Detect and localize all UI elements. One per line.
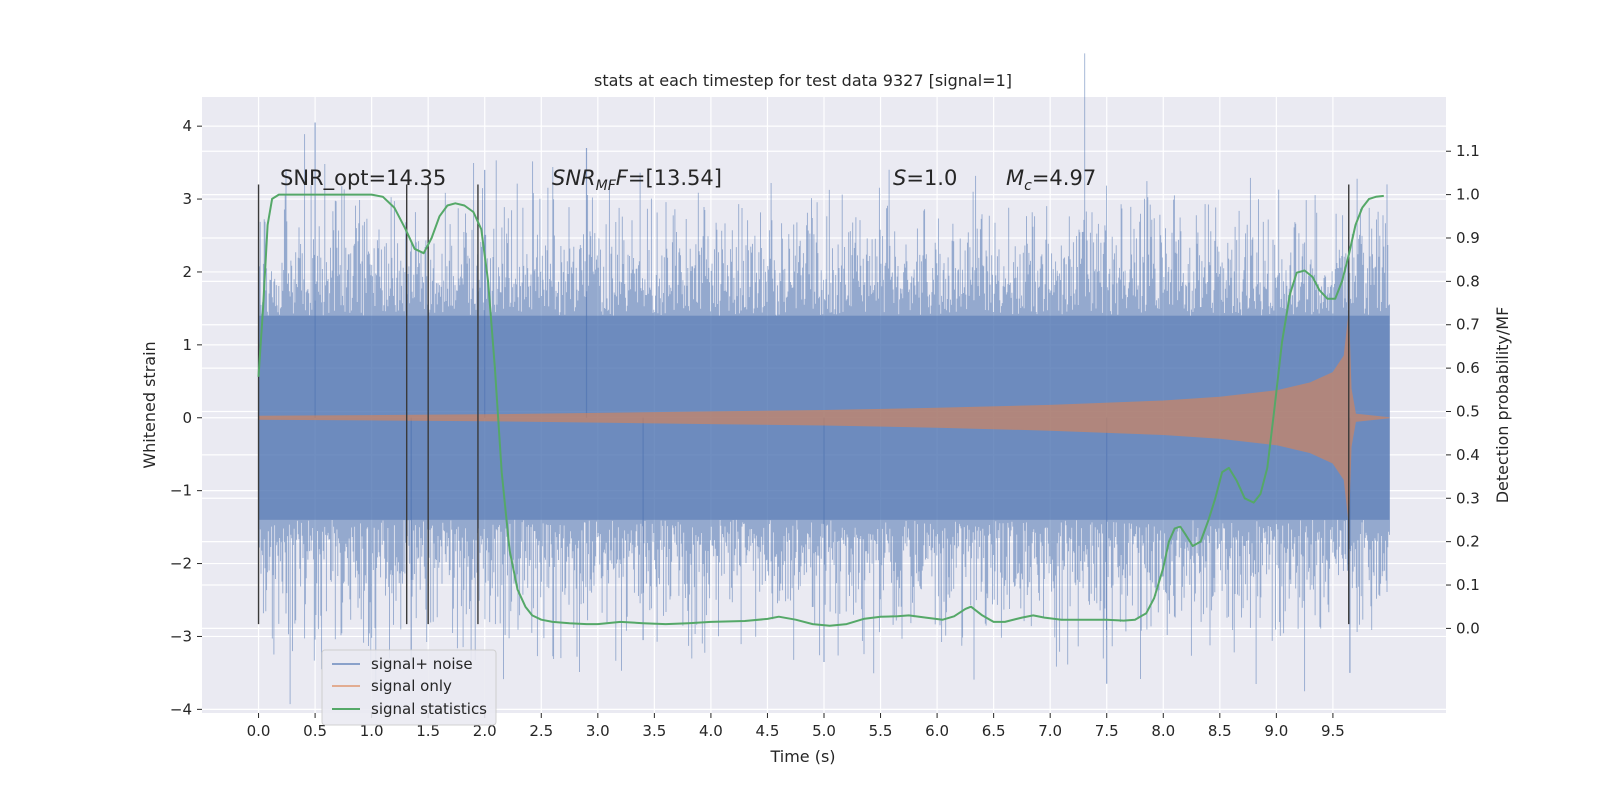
y-tick-label-right: 0.6 [1456,359,1480,377]
snr-mf-sub: MF [596,178,617,194]
y-tick-label-right: 0.3 [1456,489,1480,507]
x-tick-label: 8.5 [1208,722,1232,740]
x-tick-label: 1.5 [416,722,440,740]
axis-ticks: 0.0 0.5 1.0 1.5 2.0 2.5 3.0 3.5 4.0 4.5 5.0 5.5 6.0 6… [170,117,1480,740]
mc-sub: c [1024,178,1032,194]
legend-box [321,649,497,726]
y-tick-label-left: −4 [170,700,192,718]
x-tick-label: 5.0 [812,722,836,740]
snr-mf-f: F [616,166,629,190]
mc-annotation: Mc=4.97 [1006,166,1096,194]
y-tick-label-right: 0.0 [1456,619,1480,637]
x-tick-label: 6.0 [925,722,949,740]
x-tick-label: 2.0 [473,722,497,740]
x-tick-label: 9.5 [1321,722,1345,740]
chart-title: stats at each timestep for test data 932… [594,71,1012,90]
y-axis-label-left: Whitened strain [140,341,159,468]
s-label: S [893,166,906,190]
snr-mf-annotation: SNRMFF=[13.54] [552,166,722,194]
x-tick-label: 8.0 [1151,722,1175,740]
signal-statistics-trace [257,193,1384,627]
x-tick-label: 2.5 [529,722,553,740]
y-tick-label-right: 0.7 [1456,316,1480,334]
y-tick-label-right: 0.2 [1456,533,1480,551]
mc-value: =4.97 [1032,166,1096,190]
x-tick-label: 1.0 [360,722,384,740]
s-value: =1.0 [906,166,957,190]
y-tick-label-right: 1.1 [1456,142,1480,160]
y-tick-label-right: 0.9 [1456,229,1480,247]
signal-statistics-series [257,193,1384,627]
x-tick-label: 3.5 [642,722,666,740]
y-tick-label-right: 1.0 [1456,186,1480,204]
snr-mf-value: =[13.54] [628,166,722,190]
legend-label-signal: signal only [371,677,452,695]
snr-opt-annotation: SNR_opt=14.35 [280,166,446,191]
x-tick-label: 0.0 [247,722,271,740]
y-tick-label-right: 0.4 [1456,446,1480,464]
signal-only-trace [258,315,1390,520]
x-tick-label: 7.5 [1095,722,1119,740]
legend: signal+ noise signal only signal statist… [321,649,497,726]
legend-label-stats: signal statistics [371,700,487,718]
x-axis-label: Time (s) [769,747,835,766]
y-tick-label-left: 0 [182,409,192,427]
x-tick-label: 3.0 [586,722,610,740]
x-tick-label: 7.0 [1038,722,1062,740]
s-annotation: S=1.0 [893,166,957,190]
y-axis-label-right: Detection probability/MF [1493,307,1512,504]
y-tick-label-left: −1 [170,482,192,500]
signal-only-series [258,315,1390,520]
y-tick-label-right: 0.5 [1456,403,1480,421]
y-tick-label-left: −3 [170,627,192,645]
y-tick-label-left: 3 [182,190,192,208]
y-tick-label-left: 4 [182,117,192,135]
y-tick-label-left: 1 [182,336,192,354]
x-tick-label: 6.5 [982,722,1006,740]
mc-main: M [1006,166,1024,190]
x-tick-label: 0.5 [303,722,327,740]
x-tick-label: 9.0 [1264,722,1288,740]
y-tick-label-right: 0.8 [1456,272,1480,290]
legend-label-noise: signal+ noise [371,655,473,673]
x-tick-label: 5.5 [869,722,893,740]
y-tick-label-right: 0.1 [1456,576,1480,594]
x-tick-label: 4.5 [756,722,780,740]
x-tick-label: 4.0 [699,722,723,740]
noise-spikes [314,122,1351,684]
y-tick-label-left: −2 [170,555,192,573]
snr-mf-main: SNR [552,166,596,190]
y-tick-label-left: 2 [182,263,192,281]
